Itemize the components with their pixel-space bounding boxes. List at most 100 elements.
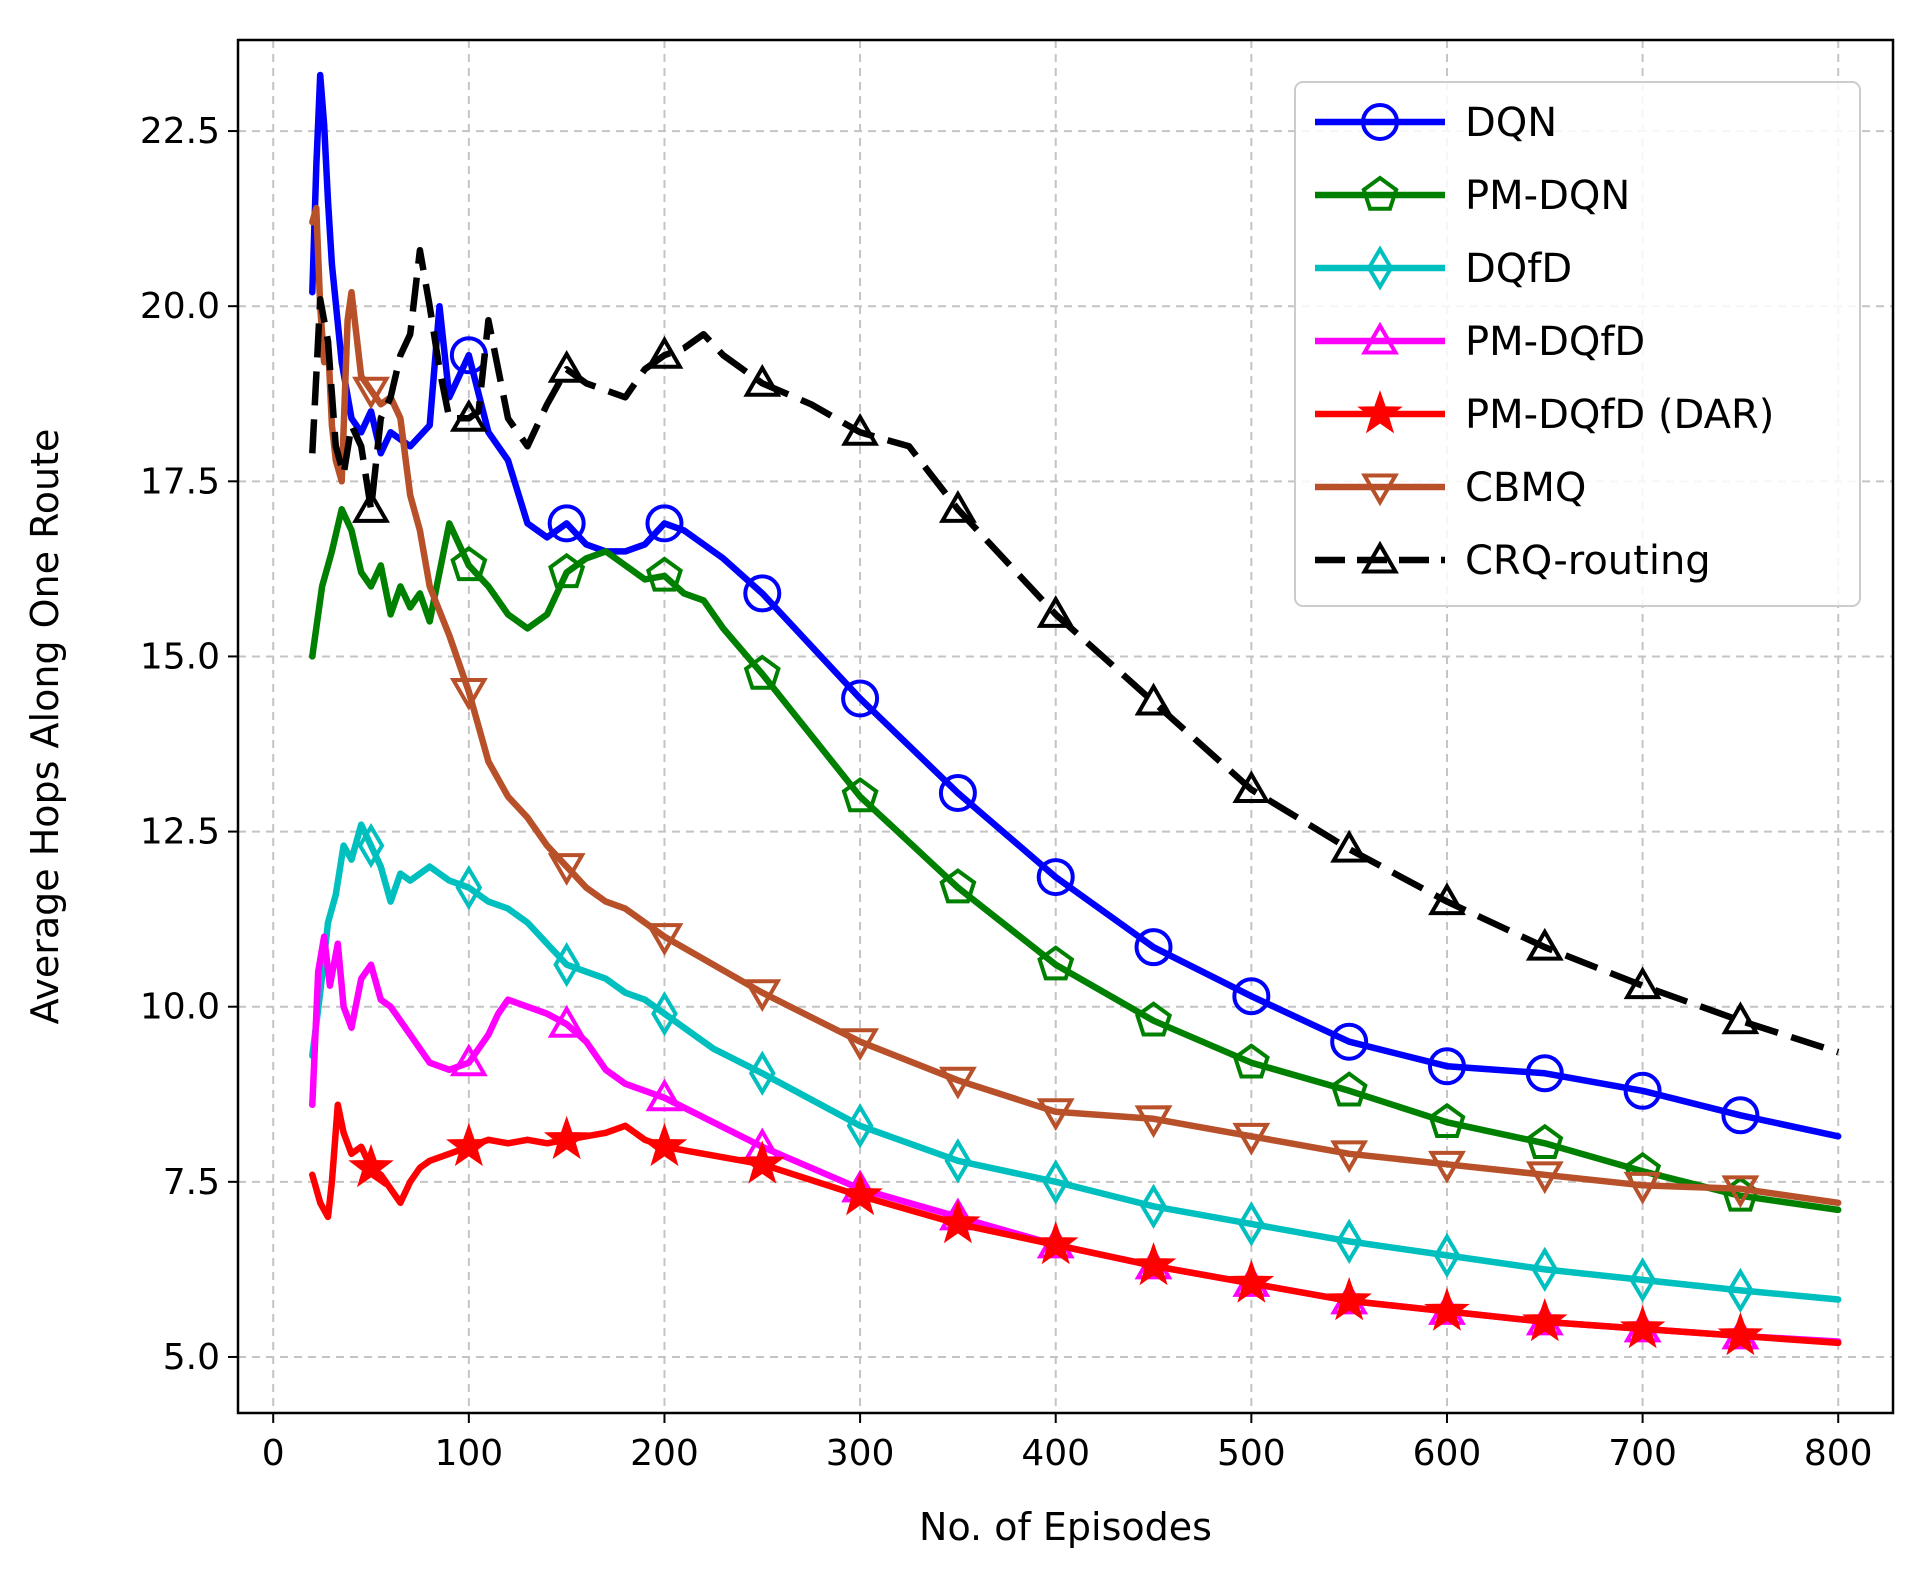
data-point <box>1032 1220 1079 1265</box>
data-point <box>1525 1161 1564 1195</box>
data-point <box>743 574 782 613</box>
y-tick-label: 12.5 <box>140 812 220 853</box>
data-point <box>1036 1098 1075 1132</box>
data-point <box>645 1078 684 1112</box>
data-point <box>645 504 684 543</box>
data-point <box>1428 1102 1466 1139</box>
legend-marker <box>1361 175 1399 211</box>
series-crq-routing <box>309 246 1840 1056</box>
data-point <box>1335 1218 1363 1265</box>
x-tick-label: 700 <box>1608 1433 1677 1474</box>
data-point <box>1721 1096 1760 1135</box>
data-point <box>1135 1001 1173 1037</box>
x-tick-label: 100 <box>434 1433 503 1474</box>
data-point <box>743 363 782 397</box>
data-point <box>939 868 977 904</box>
y-tick-label: 5.0 <box>163 1337 220 1378</box>
data-point <box>1232 977 1271 1016</box>
data-point <box>944 1138 972 1184</box>
x-tick-label: 300 <box>826 1433 895 1474</box>
data-point <box>1130 1241 1177 1286</box>
x-tick-label: 600 <box>1413 1433 1482 1474</box>
data-point <box>1522 1297 1568 1342</box>
data-point <box>1330 1071 1368 1107</box>
data-point <box>450 545 488 582</box>
series-line <box>309 506 1842 1214</box>
data-point <box>1525 927 1564 961</box>
data-point <box>1232 1043 1270 1079</box>
x-tick-label: 0 <box>262 1433 285 1474</box>
y-tick-label: 10.0 <box>140 987 220 1028</box>
data-point <box>841 679 880 718</box>
data-point <box>543 1115 590 1160</box>
data-point <box>837 1171 883 1216</box>
series-line <box>309 246 1840 1056</box>
data-point <box>1140 1183 1167 1229</box>
legend-marker <box>1366 245 1394 291</box>
data-point <box>1428 1150 1466 1184</box>
data-point <box>938 490 977 523</box>
data-point <box>743 654 781 690</box>
data-point <box>645 335 684 369</box>
data-point <box>841 1028 880 1062</box>
data-point <box>1424 1287 1470 1331</box>
legend-label: DQfD <box>1465 246 1572 292</box>
data-point <box>1721 1001 1760 1035</box>
legend: DQN PM-DQN DQfD PM-DQfD PM-DQfD (DAR) CBMQ CRQ… <box>1294 81 1861 607</box>
legend-marker <box>1361 540 1399 574</box>
legend-box <box>1294 81 1861 607</box>
data-point <box>1717 1312 1764 1356</box>
x-axis-label: No. of Episodes <box>919 1505 1212 1549</box>
data-point <box>455 864 483 911</box>
series-line <box>309 1101 1842 1347</box>
data-point <box>548 552 586 589</box>
legend-marker <box>1361 103 1399 141</box>
data-point <box>357 822 385 869</box>
data-point <box>1228 1259 1275 1303</box>
data-point <box>547 504 586 543</box>
axis-ticks: 0 100 200 300 400 500 600 700 800 5.0 7.5 10.0 12.5 1… <box>140 111 1873 1474</box>
data-point <box>641 1122 688 1167</box>
y-tick-label: 15.0 <box>140 636 220 677</box>
y-tick-label: 22.5 <box>140 111 220 152</box>
legend-label: DQN <box>1465 100 1557 146</box>
x-tick-label: 500 <box>1217 1433 1286 1474</box>
x-tick-label: 800 <box>1804 1433 1873 1474</box>
data-point <box>1427 1047 1466 1086</box>
data-point <box>1037 945 1075 981</box>
series-pm-dqfd-dar- <box>309 1101 1842 1356</box>
legend-marker <box>1361 473 1399 507</box>
legend-item: DQN <box>1315 100 1557 146</box>
series-dqn <box>309 71 1842 1140</box>
legend-item: PM-DQfD <box>1315 319 1645 365</box>
data-point <box>1619 1305 1666 1349</box>
data-point <box>935 1199 981 1244</box>
data-point <box>1721 1175 1760 1209</box>
legend-item: CRQ-routing <box>1315 538 1711 584</box>
data-point <box>1526 1123 1564 1160</box>
data-point <box>348 1143 394 1188</box>
data-point <box>1330 829 1369 863</box>
data-point <box>645 923 684 956</box>
data-point <box>547 853 586 886</box>
data-point <box>1727 1267 1754 1314</box>
data-point <box>743 979 782 1012</box>
data-point <box>1326 1276 1372 1321</box>
data-point <box>1134 1105 1173 1139</box>
series-line <box>309 204 1842 1207</box>
x-tick-label: 200 <box>630 1433 699 1474</box>
series-dqfd <box>309 821 1842 1314</box>
data-point <box>1629 1257 1656 1303</box>
data-point <box>352 376 390 410</box>
legend-label: CRQ-routing <box>1465 538 1711 584</box>
series-line <box>309 821 1842 1303</box>
data-point <box>841 777 879 813</box>
legend-item: PM-DQfD (DAR) <box>1315 390 1774 438</box>
data-point <box>938 1066 977 1100</box>
data-point <box>553 942 581 988</box>
data-point <box>1433 1232 1461 1279</box>
data-point <box>846 1103 874 1149</box>
data-point <box>1232 1122 1271 1156</box>
data-point <box>1134 928 1173 967</box>
